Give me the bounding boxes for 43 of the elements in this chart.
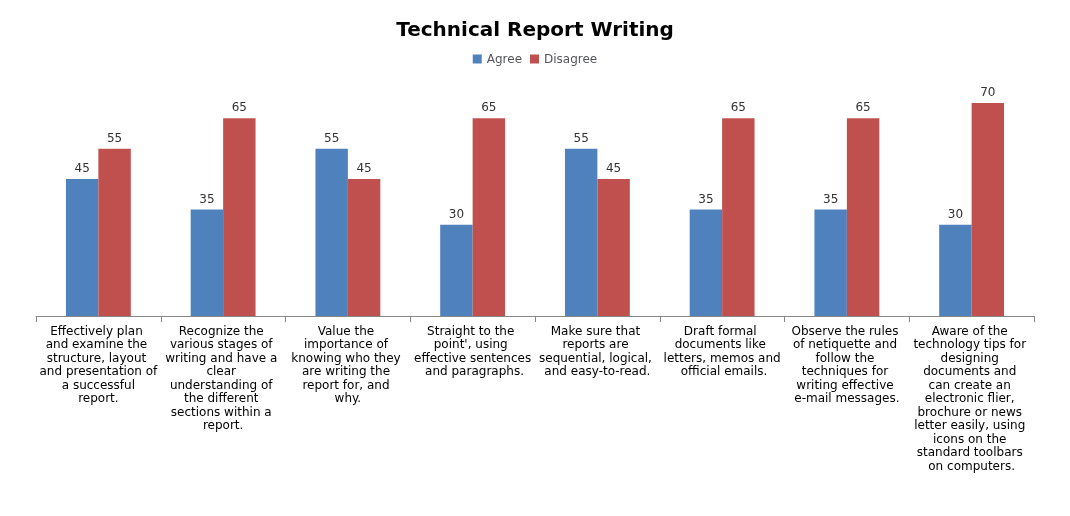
bar bbox=[440, 224, 473, 316]
data-label: 65 bbox=[481, 100, 497, 115]
data-label: 65 bbox=[231, 100, 247, 115]
data-label: 65 bbox=[855, 100, 871, 115]
x-tick-label: Value the importance of knowing who they are writing the report for, and why. bbox=[291, 323, 405, 406]
data-label: 35 bbox=[698, 191, 714, 206]
legend-label: Agree bbox=[486, 52, 523, 66]
bar bbox=[65, 179, 99, 316]
data-label: 35 bbox=[823, 191, 839, 206]
x-tick-label: Make sure that reports are sequential, logical, and easy-to-read. bbox=[539, 323, 656, 379]
bar bbox=[597, 179, 630, 316]
bar bbox=[472, 118, 506, 316]
data-label: 65 bbox=[730, 100, 746, 115]
x-tick-label: Effectively plan and examine the structure, layout and presentation of a successful report. bbox=[39, 323, 159, 406]
data-label: 30 bbox=[947, 206, 964, 221]
bar bbox=[846, 118, 880, 316]
data-label: 45 bbox=[605, 161, 622, 176]
data-label: 30 bbox=[448, 206, 465, 221]
category-label: Aware of the technology tips for designing documents and can create an electronic flier, brochure or news letter easily, using icons on the standard toolbars on computers. bbox=[913, 323, 1027, 473]
x-tick-label: Straight to the point', using effective sentences and paragraphs. bbox=[414, 323, 532, 379]
data-label: 35 bbox=[199, 191, 215, 206]
data-label: 55 bbox=[573, 130, 589, 145]
bar bbox=[939, 224, 972, 316]
x-tick-label: Draft formal documents like letters, memos and official emails. bbox=[663, 323, 781, 379]
bar bbox=[315, 148, 348, 316]
bar bbox=[722, 118, 755, 316]
data-label: 55 bbox=[106, 130, 123, 145]
bar bbox=[347, 179, 381, 316]
bar bbox=[190, 209, 224, 316]
data-label: 45 bbox=[74, 161, 90, 176]
bar bbox=[971, 103, 1005, 316]
data-label: 55 bbox=[324, 130, 340, 145]
chart-title: Technical Report Writing bbox=[396, 17, 674, 41]
bar bbox=[564, 148, 598, 316]
data-label: 45 bbox=[356, 161, 372, 176]
data-label: 70 bbox=[980, 85, 996, 99]
bar bbox=[98, 148, 131, 316]
legend-label: Disagree bbox=[544, 52, 598, 66]
bar bbox=[689, 209, 723, 316]
x-tick-label: Observe the rules of netiquette and follow the techniques for writing effective e-mail messages. bbox=[791, 323, 903, 406]
bar bbox=[223, 118, 256, 316]
bar bbox=[814, 209, 847, 316]
x-tick-label: Recognize the various stages of writing and have a clear understanding of the different sections within a report. bbox=[165, 323, 282, 433]
